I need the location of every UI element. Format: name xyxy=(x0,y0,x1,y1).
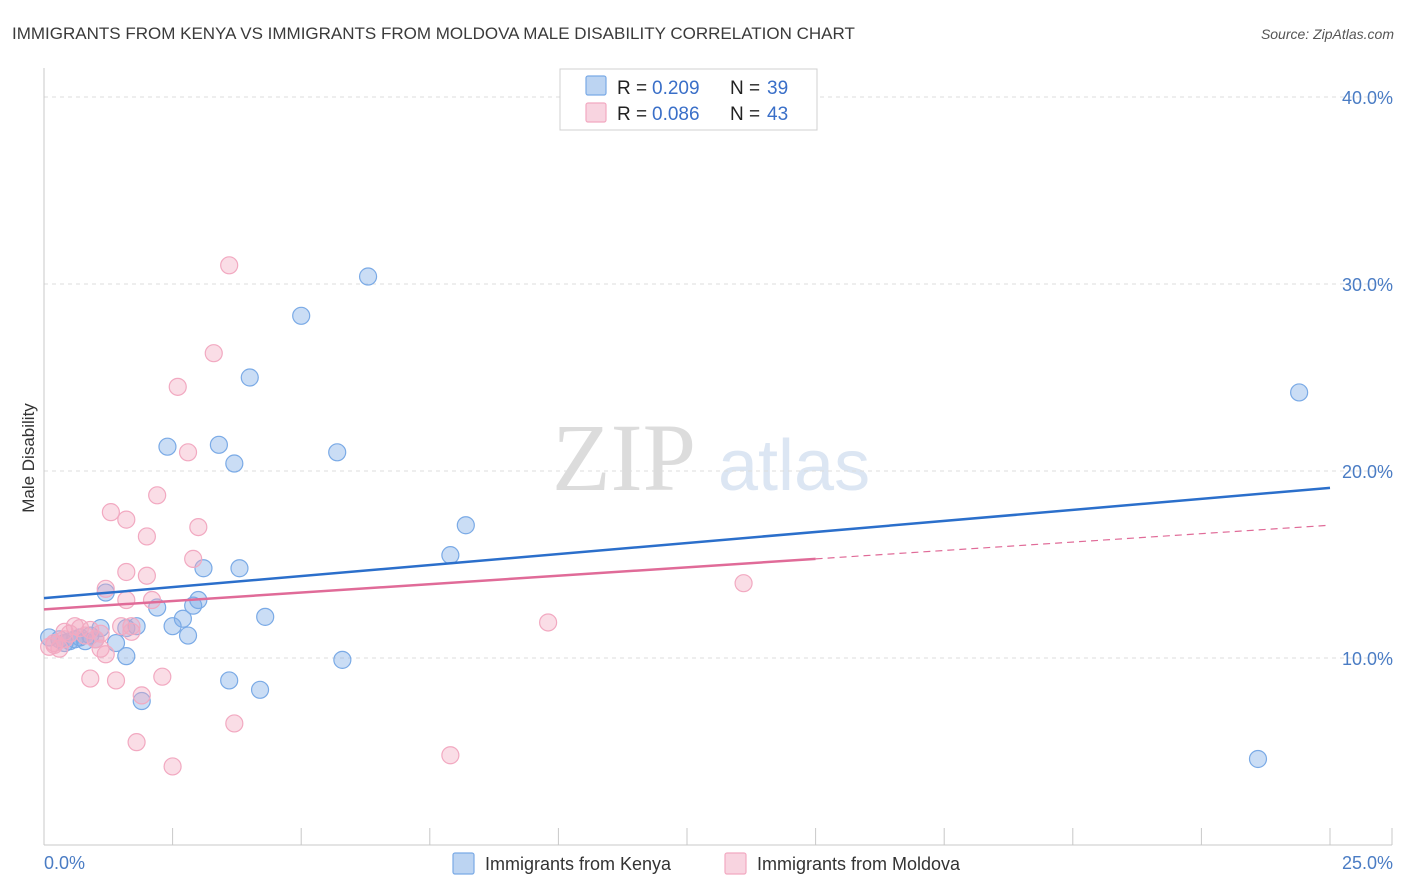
data-point xyxy=(122,622,141,641)
data-points xyxy=(40,256,1309,776)
chart-source: Source: ZipAtlas.com xyxy=(1261,26,1394,42)
trend-line-moldova xyxy=(43,557,816,611)
data-point xyxy=(220,671,239,690)
data-point xyxy=(112,617,131,636)
data-point xyxy=(137,527,156,546)
data-point xyxy=(127,617,146,636)
series-moldova-points xyxy=(40,256,753,776)
data-point xyxy=(441,746,460,765)
data-point xyxy=(55,630,74,649)
watermark-zip: ZIP xyxy=(552,404,696,511)
data-point xyxy=(132,691,151,711)
data-point xyxy=(117,562,136,582)
data-point xyxy=(184,596,203,615)
data-point xyxy=(184,549,203,568)
data-point xyxy=(230,559,249,578)
data-point xyxy=(158,437,177,456)
data-point xyxy=(209,435,228,454)
data-point xyxy=(333,650,352,669)
trend-line-kenya xyxy=(43,486,1331,600)
axes: 10.0% 20.0% 30.0% 40.0% 0.0% 25.0% xyxy=(43,68,1393,873)
chart-title: IMMIGRANTS FROM KENYA VS IMMIGRANTS FROM… xyxy=(12,24,855,43)
data-point xyxy=(1248,749,1268,769)
bottom-legend-label-kenya: Immigrants from Kenya xyxy=(485,854,672,874)
data-point xyxy=(441,546,460,565)
data-point xyxy=(117,647,136,666)
data-point xyxy=(153,667,172,686)
data-point xyxy=(106,671,126,690)
data-point xyxy=(117,510,136,529)
legend-r-value-moldova: 0.086 xyxy=(652,104,700,125)
data-point xyxy=(358,267,378,286)
data-point xyxy=(96,579,115,598)
data-point xyxy=(81,620,100,640)
data-point xyxy=(117,590,136,610)
series-legend: Immigrants from Kenya Immigrants from Mo… xyxy=(452,852,961,875)
data-point xyxy=(91,624,110,643)
data-point xyxy=(204,344,223,363)
legend-n-value-kenya: 39 xyxy=(767,78,788,99)
watermark: ZIP atlas xyxy=(552,404,870,511)
data-point xyxy=(76,626,95,645)
data-point xyxy=(250,680,270,699)
data-point xyxy=(96,645,115,664)
data-point xyxy=(220,256,239,275)
series-kenya-points xyxy=(40,267,1309,769)
legend-n-value-moldova: 43 xyxy=(767,104,788,125)
data-point xyxy=(178,626,198,645)
legend-n-label-moldova: N = xyxy=(730,104,765,125)
legend-r-label-moldova: R = xyxy=(617,104,652,125)
data-point xyxy=(132,686,151,705)
data-point xyxy=(81,669,100,688)
data-point xyxy=(122,617,141,636)
data-point xyxy=(45,635,64,655)
watermark-atlas: atlas xyxy=(718,426,870,506)
data-point xyxy=(127,733,146,752)
data-point xyxy=(163,617,182,636)
data-point xyxy=(225,714,244,733)
y-tick-label: 20.0% xyxy=(1342,462,1393,482)
stats-legend: R = 0.209 N = 39 R = 0.086 N = 43 xyxy=(559,68,818,131)
data-point xyxy=(142,590,162,610)
data-point xyxy=(91,639,110,658)
y-tick-label: 30.0% xyxy=(1342,275,1393,295)
data-point xyxy=(189,517,208,537)
legend-r-label-kenya: R = xyxy=(617,78,652,99)
data-point xyxy=(734,574,753,593)
data-point xyxy=(225,454,244,473)
data-point xyxy=(137,566,156,585)
data-point xyxy=(292,306,311,325)
x-tick-label-min: 0.0% xyxy=(44,853,85,873)
y-tick-label: 40.0% xyxy=(1342,88,1393,108)
data-point xyxy=(256,607,275,626)
legend-swatch-moldova xyxy=(585,102,607,123)
bottom-legend-swatch-kenya xyxy=(452,852,475,875)
y-tick-label: 10.0% xyxy=(1342,649,1393,669)
legend-r-value-kenya: 0.209 xyxy=(652,78,700,99)
data-point xyxy=(328,443,347,462)
legend-swatch-kenya xyxy=(585,75,607,96)
data-point xyxy=(240,368,259,387)
data-point xyxy=(168,377,187,396)
y-axis-title: Male Disability xyxy=(19,403,38,513)
data-point xyxy=(539,613,558,632)
data-point xyxy=(86,630,105,649)
data-point xyxy=(456,516,475,535)
data-point xyxy=(148,486,167,505)
trend-line-moldova-extrapolated xyxy=(815,524,1331,560)
bottom-legend-label-moldova: Immigrants from Moldova xyxy=(757,854,961,874)
data-point xyxy=(173,609,192,628)
trend-lines xyxy=(43,486,1331,611)
data-point xyxy=(178,443,198,462)
legend-n-label-kenya: N = xyxy=(730,78,765,99)
bottom-legend-swatch-moldova xyxy=(724,852,747,875)
data-point xyxy=(1290,383,1309,402)
data-point xyxy=(101,503,120,522)
x-tick-label-max: 25.0% xyxy=(1342,853,1393,873)
data-point xyxy=(163,757,182,776)
data-point xyxy=(55,622,74,641)
